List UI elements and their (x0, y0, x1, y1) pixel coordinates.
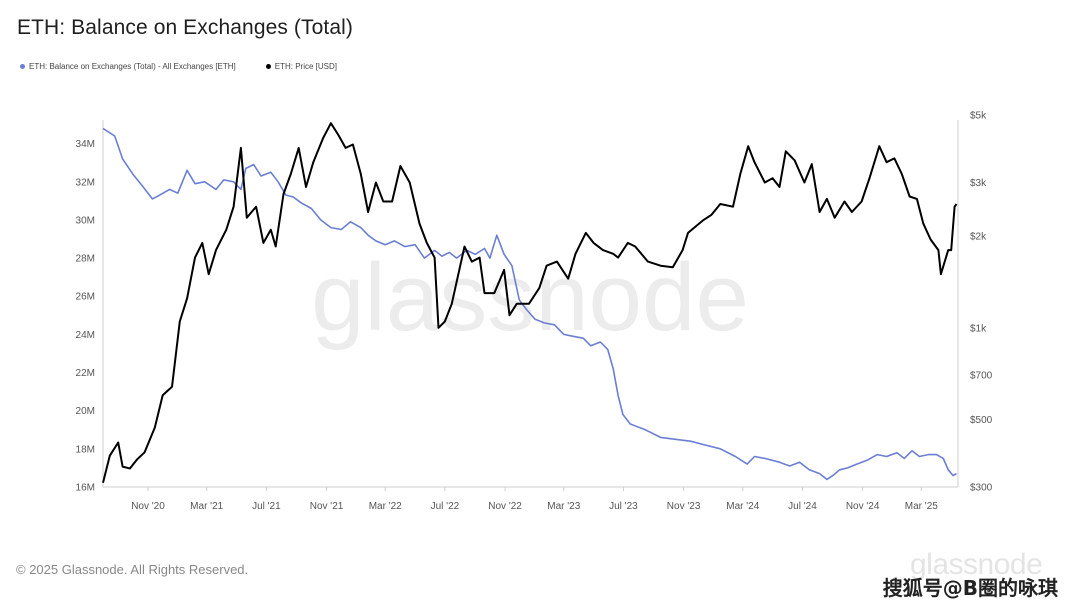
y-right-tick-label: $3k (970, 178, 987, 189)
x-tick-label: Jul '22 (431, 501, 460, 512)
x-tick-label: Jul '23 (609, 501, 638, 512)
x-tick-label: Jul '24 (788, 501, 817, 512)
y-left-tick-label: 26M (76, 292, 95, 303)
source-watermark: 搜狐号@B圈的咏琪 (882, 576, 1058, 600)
x-tick-label: Mar '21 (190, 501, 223, 512)
x-tick-label: Mar '23 (547, 501, 580, 512)
y-left-tick-label: 24M (76, 330, 95, 341)
balance-series-line (102, 127, 957, 481)
legend: ETH: Balance on Exchanges (Total) - All … (20, 62, 337, 71)
legend-item-price[interactable]: ETH: Price [USD] (265, 62, 337, 71)
legend-item-balance[interactable]: ETH: Balance on Exchanges (Total) - All … (20, 62, 236, 71)
y-right-tick-label: $1k (970, 323, 987, 334)
chart-watermark: glassnode (311, 244, 749, 351)
legend-label-price: ETH: Price [USD] (274, 62, 337, 71)
x-tick-label: Nov '24 (846, 501, 880, 512)
y-left-tick-label: 28M (76, 254, 95, 265)
y-right-tick-label: $2k (970, 232, 987, 243)
y-right-tick-label: $700 (970, 370, 993, 381)
x-tick-label: Nov '22 (488, 501, 522, 512)
y-right-tick-label: $300 (970, 483, 993, 494)
y-left-tick-label: 20M (76, 406, 95, 417)
y-left-tick-label: 16M (76, 483, 95, 494)
legend-label-balance: ETH: Balance on Exchanges (Total) - All … (29, 62, 236, 71)
x-tick-label: Jul '21 (252, 501, 281, 512)
x-tick-label: Mar '22 (369, 501, 402, 512)
x-tick-label: Mar '25 (905, 501, 938, 512)
y-left-tick-label: 22M (76, 368, 95, 379)
y-right-tick-label: $500 (970, 415, 993, 426)
legend-dot-balance (20, 64, 25, 69)
price-series-line (102, 122, 958, 483)
y-left-tick-label: 32M (76, 177, 95, 188)
x-tick-label: Mar '24 (726, 501, 759, 512)
x-tick-label: Nov '23 (667, 501, 701, 512)
glassnode-logo: glassnode (910, 548, 1043, 581)
x-tick-label: Nov '20 (131, 501, 165, 512)
x-tick-label: Nov '21 (310, 501, 344, 512)
y-left-tick-label: 34M (76, 139, 95, 150)
y-left-tick-label: 18M (76, 444, 95, 455)
y-right-tick-label: $5k (970, 111, 987, 122)
chart-title: ETH: Balance on Exchanges (Total) (17, 16, 353, 39)
legend-dot-price (265, 64, 271, 69)
copyright-footer: © 2025 Glassnode. All Rights Reserved. (16, 562, 249, 577)
y-left-tick-label: 30M (76, 215, 95, 226)
